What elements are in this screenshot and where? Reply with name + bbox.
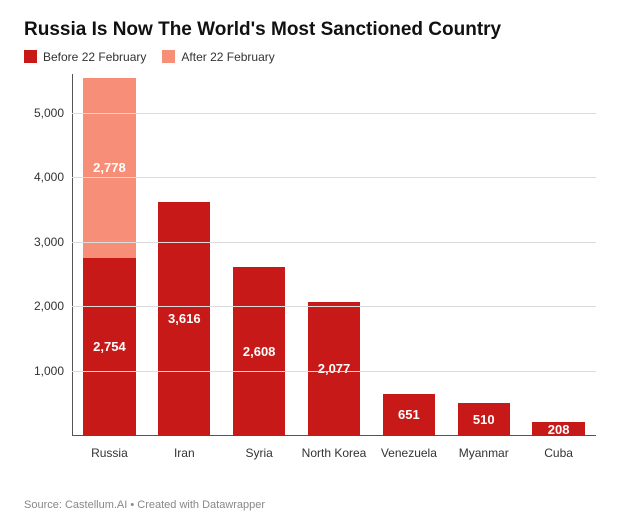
bars-container: 2,754 2,778 3,616 2,608 2,077 651 510 208 (72, 74, 596, 436)
bar-value-label: 2,754 (93, 339, 126, 354)
bar-segment: 2,778 (83, 78, 135, 258)
bar: 2,608 (233, 267, 285, 436)
bar-value-label: 208 (548, 422, 570, 437)
bar-slot: 510 (446, 74, 521, 436)
legend-swatch (162, 50, 175, 63)
bar-segment: 651 (383, 394, 435, 436)
bar-segment: 3,616 (158, 202, 210, 436)
x-axis-label: Syria (222, 440, 297, 464)
y-tick-label: 3,000 (34, 235, 64, 249)
grid-line (72, 177, 596, 178)
bar-slot: 208 (521, 74, 596, 436)
legend-item: After 22 February (162, 50, 274, 64)
grid-line (72, 371, 596, 372)
bar-slot: 2,754 2,778 (72, 74, 147, 436)
x-axis-label: North Korea (297, 440, 372, 464)
x-axis-label: Cuba (521, 440, 596, 464)
legend-label: Before 22 February (43, 50, 146, 64)
bar-value-label: 2,608 (243, 344, 276, 359)
legend-swatch (24, 50, 37, 63)
x-axis-label: Iran (147, 440, 222, 464)
plot-area: 2,7542,7783,6162,6082,077651510208 1,000… (72, 74, 596, 436)
x-axis-labels: RussiaIranSyriaNorth KoreaVenezuelaMyanm… (72, 440, 596, 464)
bar-value-label: 2,077 (318, 361, 351, 376)
legend-item: Before 22 February (24, 50, 146, 64)
bar-slot: 651 (371, 74, 446, 436)
bar-value-label: 510 (473, 412, 495, 427)
y-tick-label: 5,000 (34, 106, 64, 120)
y-tick-label: 4,000 (34, 170, 64, 184)
x-axis-label: Russia (72, 440, 147, 464)
bar-slot: 2,077 (297, 74, 372, 436)
bar-segment: 2,077 (308, 302, 360, 436)
x-axis-label: Venezuela (371, 440, 446, 464)
bar: 510 (458, 403, 510, 436)
grid-line (72, 306, 596, 307)
legend: Before 22 February After 22 February (24, 50, 600, 64)
chart: 2,754 2,778 3,616 2,608 2,077 651 510 208 1,000… (24, 74, 600, 464)
bar-segment: 2,608 (233, 267, 285, 436)
grid-line (72, 242, 596, 243)
chart-title: Russia Is Now The World's Most Sanctione… (24, 18, 600, 42)
bar: 2,077 (308, 302, 360, 436)
bar-value-label: 651 (398, 407, 420, 422)
grid-line (72, 113, 596, 114)
bar-value-label: 3,616 (168, 311, 201, 326)
bar-segment: 2,754 (83, 258, 135, 436)
y-tick-label: 1,000 (34, 364, 64, 378)
legend-label: After 22 February (181, 50, 274, 64)
y-tick-label: 2,000 (34, 299, 64, 313)
bar-segment: 208 (532, 422, 584, 435)
bar: 651 (383, 394, 435, 436)
source-attribution: Source: Castellum.AI • Created with Data… (24, 499, 265, 511)
bar: 3,616 (158, 202, 210, 436)
bar: 2,754 2,778 (83, 78, 135, 436)
bar-segment: 510 (458, 403, 510, 436)
x-axis-label: Myanmar (446, 440, 521, 464)
bar-slot: 2,608 (222, 74, 297, 436)
bar: 208 (532, 422, 584, 435)
bar-slot: 3,616 (147, 74, 222, 436)
bar-value-label: 2,778 (93, 160, 126, 175)
